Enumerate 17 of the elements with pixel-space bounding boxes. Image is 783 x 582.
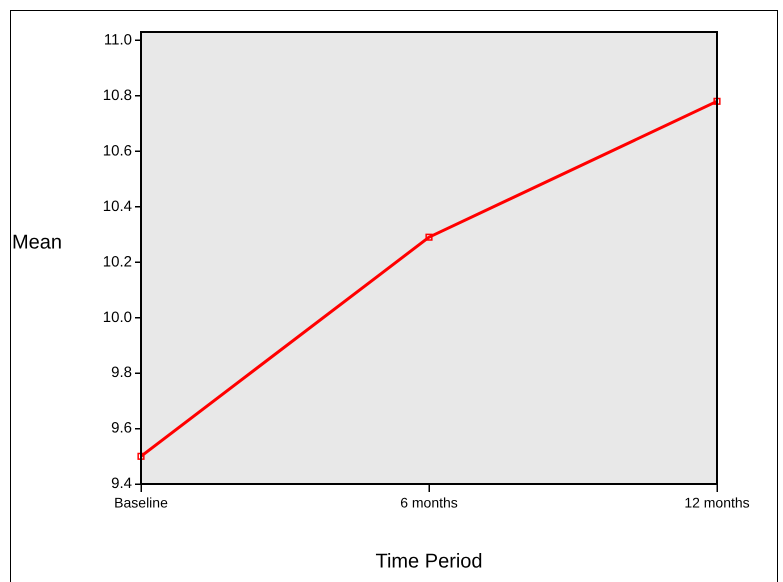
- y-tick-label: 10.0: [102, 308, 132, 326]
- y-tick-label: 10.4: [102, 198, 132, 215]
- point: [713, 98, 721, 105]
- x-tick-label: 6 months: [400, 494, 458, 510]
- y-tick-label: 10.2: [102, 253, 132, 270]
- y-tick-label: 11.0: [104, 31, 132, 48]
- y-tick-label: 9.8: [111, 364, 132, 382]
- x-tick-label: Baseline: [114, 494, 168, 510]
- point: [425, 234, 433, 241]
- x-tick-label: 12 months: [684, 494, 750, 510]
- y-axis-title: Mean: [12, 232, 62, 254]
- y-tick-label: 10.6: [102, 142, 132, 160]
- point: [137, 452, 145, 460]
- y-tick-label: 9.4: [111, 475, 132, 492]
- y-tick-label: 9.6: [111, 420, 132, 437]
- x-axis-title: Time Period: [375, 550, 483, 573]
- y-tick-label: 10.8: [102, 86, 132, 104]
